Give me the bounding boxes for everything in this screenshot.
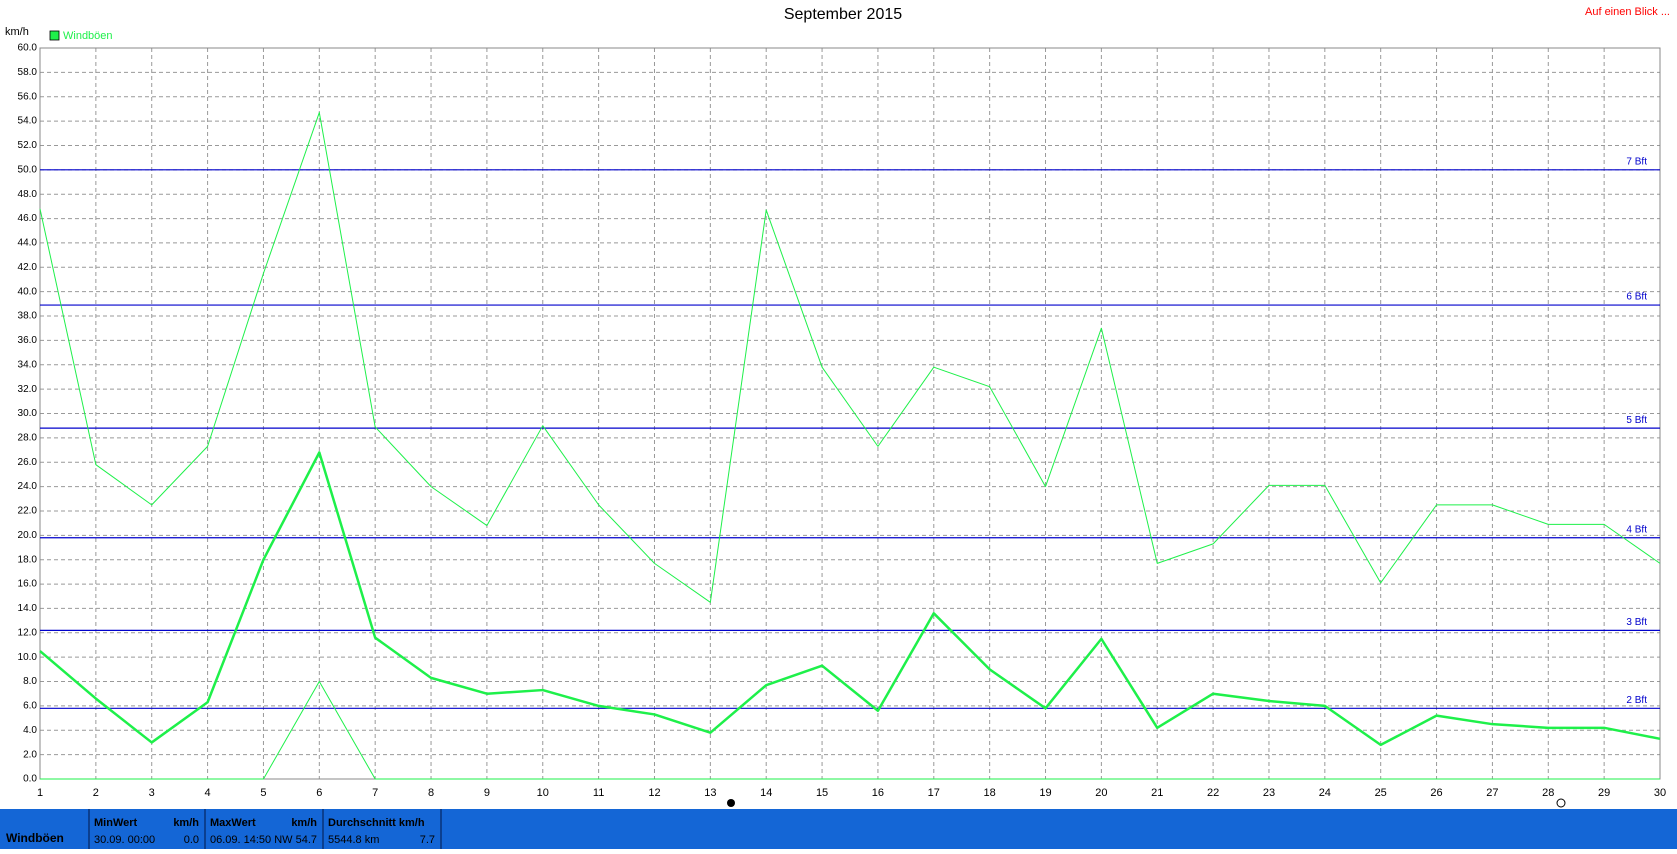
series-line — [40, 681, 1660, 780]
beaufort-label: 5 Bft — [1626, 415, 1647, 426]
x-tick-label: 17 — [928, 787, 940, 799]
chart-title: September 2015 — [784, 6, 902, 23]
beaufort-label: 2 Bft — [1626, 695, 1647, 706]
panel-value: 7.7 — [420, 834, 435, 846]
y-tick-label: 48.0 — [18, 189, 38, 200]
x-tick-label: 2 — [93, 787, 99, 799]
x-tick-label: 12 — [648, 787, 660, 799]
legend-swatch — [49, 30, 60, 41]
y-tick-label: 52.0 — [18, 140, 38, 151]
x-tick-label: 27 — [1486, 787, 1498, 799]
x-tick-label: 19 — [1039, 787, 1051, 799]
y-tick-label: 10.0 — [18, 652, 38, 663]
y-tick-label: 34.0 — [18, 359, 38, 370]
panel-time: 30.09. 00:00 — [94, 834, 155, 846]
x-tick-label: 10 — [537, 787, 549, 799]
summary-bar: Windböen MinWert km/h 30.09. 00:00 0.0 MaxWe… — [0, 809, 1677, 849]
x-tick-label: 24 — [1319, 787, 1331, 799]
series-line — [39, 112, 1661, 603]
x-tick-label: 11 — [593, 787, 604, 799]
x-tick-label: 18 — [984, 787, 996, 799]
y-axis-label: km/h — [5, 26, 29, 38]
beaufort-label: 6 Bft — [1626, 292, 1647, 303]
y-tick-label: 22.0 — [18, 506, 38, 517]
x-tick-label: 5 — [260, 787, 266, 799]
summary-label: Windböen — [6, 831, 64, 845]
panel-time: 06.09. 14:50 — [210, 834, 271, 846]
y-tick-label: 4.0 — [23, 725, 37, 736]
y-tick-label: 2.0 — [23, 749, 37, 760]
moon-icon — [1556, 798, 1566, 808]
y-tick-label: 18.0 — [18, 554, 38, 565]
moon-icon — [727, 799, 735, 807]
panel-unit: km/h — [173, 817, 199, 829]
y-tick-label: 20.0 — [18, 530, 38, 541]
y-tick-label: 16.0 — [18, 579, 38, 590]
x-tick-label: 22 — [1207, 787, 1219, 799]
panel-title: Durchschnitt km/h — [328, 817, 425, 829]
y-tick-label: 56.0 — [18, 91, 38, 102]
y-tick-label: 26.0 — [18, 457, 38, 468]
x-tick-label: 26 — [1430, 787, 1442, 799]
y-tick-label: 12.0 — [18, 627, 38, 638]
y-tick-label: 46.0 — [18, 213, 38, 224]
beaufort-label: 7 Bft — [1626, 156, 1647, 167]
beaufort-label: 3 Bft — [1626, 617, 1647, 628]
x-tick-label: 1 — [37, 787, 43, 799]
beaufort-label: 4 Bft — [1626, 524, 1647, 535]
y-tick-label: 24.0 — [18, 481, 38, 492]
x-tick-label: 15 — [816, 787, 828, 799]
y-tick-label: 60.0 — [18, 43, 38, 54]
panel-title: MaxWert — [210, 817, 256, 829]
y-tick-label: 50.0 — [18, 164, 38, 175]
x-tick-label: 16 — [872, 787, 884, 799]
y-tick-label: 0.0 — [23, 774, 37, 785]
y-tick-label: 58.0 — [18, 67, 38, 78]
panel-value: NW 54.7 — [274, 834, 317, 846]
x-tick-label: 20 — [1095, 787, 1107, 799]
overview-link[interactable]: Auf einen Blick ... — [1585, 6, 1670, 18]
x-tick-label: 21 — [1151, 787, 1163, 799]
x-tick-label: 29 — [1598, 787, 1610, 799]
x-tick-label: 9 — [484, 787, 490, 799]
panel-value: 0.0 — [184, 834, 199, 846]
y-tick-label: 30.0 — [18, 408, 38, 419]
x-tick-label: 6 — [316, 787, 322, 799]
y-tick-label: 54.0 — [18, 116, 38, 127]
x-tick-label: 23 — [1263, 787, 1275, 799]
panel-unit: km/h — [291, 817, 317, 829]
y-tick-label: 40.0 — [18, 286, 38, 297]
y-tick-label: 32.0 — [18, 384, 38, 395]
y-tick-label: 42.0 — [18, 262, 38, 273]
x-tick-label: 25 — [1375, 787, 1387, 799]
y-tick-label: 28.0 — [18, 433, 38, 444]
x-tick-label: 7 — [372, 787, 378, 799]
y-tick-label: 8.0 — [23, 676, 37, 687]
y-tick-label: 6.0 — [23, 701, 37, 712]
legend-label: Windböen — [63, 30, 113, 42]
x-tick-label: 3 — [149, 787, 155, 799]
x-tick-label: 14 — [760, 787, 772, 799]
x-tick-label: 13 — [704, 787, 716, 799]
x-tick-label: 8 — [428, 787, 434, 799]
summary-background — [0, 809, 1677, 849]
plot-area: 0.0 2.0 4.0 6.0 8.0 10.0 12.0 14.0 16.0 18.0 20.0 2… — [18, 43, 1667, 799]
series-line — [39, 451, 1661, 747]
x-tick-label: 4 — [205, 787, 211, 799]
x-tick-label: 30 — [1654, 787, 1666, 799]
panel-title: MinWert — [94, 817, 138, 829]
y-tick-label: 44.0 — [18, 238, 38, 249]
x-tick-label: 28 — [1542, 787, 1554, 799]
y-tick-label: 38.0 — [18, 311, 38, 322]
y-tick-label: 36.0 — [18, 335, 38, 346]
panel-time: 5544.8 km — [328, 834, 379, 846]
y-tick-label: 14.0 — [18, 603, 38, 614]
